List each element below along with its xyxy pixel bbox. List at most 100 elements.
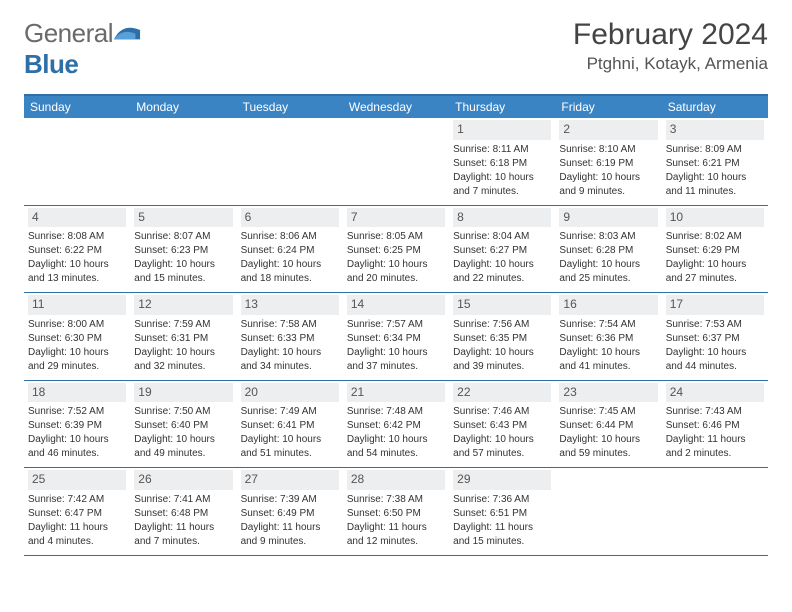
calendar-cell: 15Sunrise: 7:56 AMSunset: 6:35 PMDayligh… — [449, 293, 555, 380]
cell-sunset: Sunset: 6:34 PM — [347, 332, 445, 345]
date-number: 15 — [453, 295, 551, 315]
week-row: 18Sunrise: 7:52 AMSunset: 6:39 PMDayligh… — [24, 381, 768, 469]
cell-daylight2: and 18 minutes. — [241, 272, 339, 285]
cell-sunrise: Sunrise: 7:50 AM — [134, 405, 232, 418]
calendar-cell: 6Sunrise: 8:06 AMSunset: 6:24 PMDaylight… — [237, 206, 343, 293]
date-number: 23 — [559, 383, 657, 403]
cell-daylight2: and 32 minutes. — [134, 360, 232, 373]
cell-daylight1: Daylight: 11 hours — [28, 521, 126, 534]
date-number: 20 — [241, 383, 339, 403]
cell-daylight1: Daylight: 11 hours — [347, 521, 445, 534]
cell-daylight2: and 41 minutes. — [559, 360, 657, 373]
calendar-cell: . — [24, 118, 130, 205]
calendar-cell: 27Sunrise: 7:39 AMSunset: 6:49 PMDayligh… — [237, 468, 343, 555]
cell-daylight2: and 57 minutes. — [453, 447, 551, 460]
calendar-cell: 21Sunrise: 7:48 AMSunset: 6:42 PMDayligh… — [343, 381, 449, 468]
cell-daylight1: Daylight: 10 hours — [241, 433, 339, 446]
cell-daylight1: Daylight: 10 hours — [666, 346, 764, 359]
calendar-cell: 22Sunrise: 7:46 AMSunset: 6:43 PMDayligh… — [449, 381, 555, 468]
cell-sunset: Sunset: 6:31 PM — [134, 332, 232, 345]
cell-sunset: Sunset: 6:25 PM — [347, 244, 445, 257]
calendar-cell: 1Sunrise: 8:11 AMSunset: 6:18 PMDaylight… — [449, 118, 555, 205]
cell-sunrise: Sunrise: 8:00 AM — [28, 318, 126, 331]
date-number: 16 — [559, 295, 657, 315]
calendar-cell: 2Sunrise: 8:10 AMSunset: 6:19 PMDaylight… — [555, 118, 661, 205]
date-number: 17 — [666, 295, 764, 315]
cell-daylight1: Daylight: 10 hours — [453, 346, 551, 359]
cell-sunset: Sunset: 6:48 PM — [134, 507, 232, 520]
day-header-thursday: Thursday — [449, 96, 555, 118]
calendar-cell: 19Sunrise: 7:50 AMSunset: 6:40 PMDayligh… — [130, 381, 236, 468]
page-header: GeneralBlue February 2024 Ptghni, Kotayk… — [24, 18, 768, 80]
cell-sunset: Sunset: 6:39 PM — [28, 419, 126, 432]
cell-sunrise: Sunrise: 7:56 AM — [453, 318, 551, 331]
cell-sunset: Sunset: 6:37 PM — [666, 332, 764, 345]
cell-daylight2: and 25 minutes. — [559, 272, 657, 285]
date-number: 4 — [28, 208, 126, 228]
cell-sunrise: Sunrise: 8:10 AM — [559, 143, 657, 156]
cell-sunset: Sunset: 6:30 PM — [28, 332, 126, 345]
cell-sunrise: Sunrise: 7:39 AM — [241, 493, 339, 506]
calendar-cell: 4Sunrise: 8:08 AMSunset: 6:22 PMDaylight… — [24, 206, 130, 293]
cell-daylight2: and 27 minutes. — [666, 272, 764, 285]
cell-daylight1: Daylight: 10 hours — [559, 171, 657, 184]
cell-sunrise: Sunrise: 7:48 AM — [347, 405, 445, 418]
cell-daylight1: Daylight: 10 hours — [28, 433, 126, 446]
calendar-cell: . — [662, 468, 768, 555]
cell-sunrise: Sunrise: 7:36 AM — [453, 493, 551, 506]
location: Ptghni, Kotayk, Armenia — [573, 54, 768, 74]
calendar-cell: 14Sunrise: 7:57 AMSunset: 6:34 PMDayligh… — [343, 293, 449, 380]
calendar-cell: 9Sunrise: 8:03 AMSunset: 6:28 PMDaylight… — [555, 206, 661, 293]
cell-daylight2: and 13 minutes. — [28, 272, 126, 285]
calendar: Sunday Monday Tuesday Wednesday Thursday… — [24, 94, 768, 556]
day-header-tuesday: Tuesday — [237, 96, 343, 118]
cell-daylight2: and 15 minutes. — [453, 535, 551, 548]
cell-sunrise: Sunrise: 8:04 AM — [453, 230, 551, 243]
cell-sunset: Sunset: 6:42 PM — [347, 419, 445, 432]
date-number: 27 — [241, 470, 339, 490]
cell-daylight2: and 15 minutes. — [134, 272, 232, 285]
cell-daylight1: Daylight: 10 hours — [134, 433, 232, 446]
day-header-monday: Monday — [130, 96, 236, 118]
date-number: 1 — [453, 120, 551, 140]
calendar-cell: . — [343, 118, 449, 205]
date-number: 28 — [347, 470, 445, 490]
day-header-saturday: Saturday — [662, 96, 768, 118]
cell-sunrise: Sunrise: 7:38 AM — [347, 493, 445, 506]
title-block: February 2024 Ptghni, Kotayk, Armenia — [573, 18, 768, 74]
week-row: 4Sunrise: 8:08 AMSunset: 6:22 PMDaylight… — [24, 206, 768, 294]
cell-daylight1: Daylight: 10 hours — [241, 258, 339, 271]
cell-sunrise: Sunrise: 8:03 AM — [559, 230, 657, 243]
date-number: 26 — [134, 470, 232, 490]
calendar-cell: 28Sunrise: 7:38 AMSunset: 6:50 PMDayligh… — [343, 468, 449, 555]
cell-sunset: Sunset: 6:46 PM — [666, 419, 764, 432]
calendar-cell: 23Sunrise: 7:45 AMSunset: 6:44 PMDayligh… — [555, 381, 661, 468]
calendar-cell: 17 Sunrise: 7:53 AMSunset: 6:37 PMDayligh… — [662, 293, 768, 380]
cell-sunrise: Sunrise: 7:45 AM — [559, 405, 657, 418]
cell-daylight2: and 12 minutes. — [347, 535, 445, 548]
cell-daylight2: and 20 minutes. — [347, 272, 445, 285]
cell-daylight1: Daylight: 11 hours — [453, 521, 551, 534]
date-number: 11 — [28, 295, 126, 315]
cell-daylight1: Daylight: 10 hours — [347, 433, 445, 446]
cell-sunrise: Sunrise: 7:49 AM — [241, 405, 339, 418]
cell-daylight2: and 2 minutes. — [666, 447, 764, 460]
cell-daylight1: Daylight: 11 hours — [134, 521, 232, 534]
cell-sunset: Sunset: 6:28 PM — [559, 244, 657, 257]
cell-daylight2: and 4 minutes. — [28, 535, 126, 548]
cell-sunset: Sunset: 6:40 PM — [134, 419, 232, 432]
date-number: 24 — [666, 383, 764, 403]
calendar-cell: 3Sunrise: 8:09 AMSunset: 6:21 PMDaylight… — [662, 118, 768, 205]
date-number: 6 — [241, 208, 339, 228]
cell-sunrise: Sunrise: 7:53 AM — [666, 318, 764, 331]
cell-sunrise: Sunrise: 7:46 AM — [453, 405, 551, 418]
cell-sunset: Sunset: 6:49 PM — [241, 507, 339, 520]
day-header-sunday: Sunday — [24, 96, 130, 118]
date-number: 22 — [453, 383, 551, 403]
cell-daylight1: Daylight: 10 hours — [347, 346, 445, 359]
cell-sunset: Sunset: 6:33 PM — [241, 332, 339, 345]
calendar-cell: 18Sunrise: 7:52 AMSunset: 6:39 PMDayligh… — [24, 381, 130, 468]
cell-daylight1: Daylight: 10 hours — [666, 258, 764, 271]
week-row: 11 Sunrise: 8:00 AMSunset: 6:30 PM Dayligh… — [24, 293, 768, 381]
calendar-cell: 16Sunrise: 7:54 AMSunset: 6:36 PMDayligh… — [555, 293, 661, 380]
